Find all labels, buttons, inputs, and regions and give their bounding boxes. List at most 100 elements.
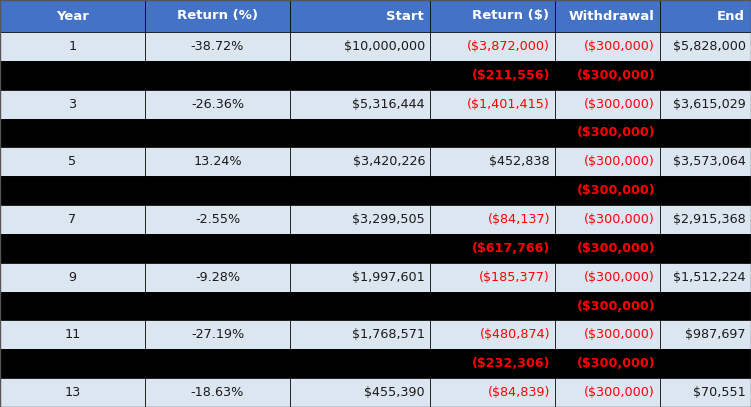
Bar	[430, 349, 555, 378]
Bar	[660, 378, 751, 407]
Text: $1,768,571: $1,768,571	[352, 328, 425, 341]
Bar	[290, 263, 430, 291]
Bar	[0, 118, 145, 147]
Text: $5,828,000: $5,828,000	[673, 40, 746, 53]
Bar	[290, 349, 430, 378]
Bar	[555, 61, 660, 90]
Text: ($300,000): ($300,000)	[576, 69, 655, 82]
Bar	[660, 205, 751, 234]
Text: -38.72%: -38.72%	[191, 40, 244, 53]
Bar	[0, 61, 145, 90]
Bar	[290, 176, 430, 205]
Text: ($300,000): ($300,000)	[584, 213, 655, 226]
Bar	[0, 349, 145, 378]
Bar	[145, 90, 290, 118]
Text: ($300,000): ($300,000)	[584, 155, 655, 168]
Text: Withdrawal: Withdrawal	[568, 9, 654, 22]
Bar	[0, 234, 145, 263]
Bar	[0, 147, 145, 176]
Text: ($300,000): ($300,000)	[584, 328, 655, 341]
Bar	[0, 291, 145, 320]
Text: 11: 11	[65, 328, 80, 341]
Text: ($300,000): ($300,000)	[584, 40, 655, 53]
Bar	[430, 378, 555, 407]
Text: $5,316,444: $5,316,444	[352, 98, 425, 111]
Bar	[290, 205, 430, 234]
Bar	[0, 32, 145, 61]
Bar	[430, 234, 555, 263]
Bar	[290, 0, 430, 32]
Bar	[145, 349, 290, 378]
Bar	[430, 90, 555, 118]
Bar	[555, 176, 660, 205]
Text: ($211,556): ($211,556)	[472, 69, 550, 82]
Bar	[145, 205, 290, 234]
Text: 5: 5	[68, 155, 77, 168]
Text: $3,615,029: $3,615,029	[673, 98, 746, 111]
Bar	[660, 349, 751, 378]
Text: ($300,000): ($300,000)	[576, 300, 655, 313]
Bar	[145, 263, 290, 291]
Text: End: End	[717, 9, 745, 22]
Bar	[145, 234, 290, 263]
Text: ($617,766): ($617,766)	[472, 242, 550, 255]
Text: $455,390: $455,390	[364, 386, 425, 399]
Text: ($300,000): ($300,000)	[576, 127, 655, 140]
Bar	[145, 176, 290, 205]
Text: $3,299,505: $3,299,505	[352, 213, 425, 226]
Bar	[290, 61, 430, 90]
Bar	[555, 234, 660, 263]
Text: 1: 1	[68, 40, 77, 53]
Bar	[430, 263, 555, 291]
Text: Year: Year	[56, 9, 89, 22]
Text: 3: 3	[68, 98, 77, 111]
Text: -2.55%: -2.55%	[195, 213, 240, 226]
Text: 13: 13	[65, 386, 80, 399]
Text: ($232,306): ($232,306)	[472, 357, 550, 370]
Bar	[430, 61, 555, 90]
Text: 9: 9	[68, 271, 77, 284]
Text: 7: 7	[68, 213, 77, 226]
Bar	[555, 0, 660, 32]
Text: Return ($): Return ($)	[472, 9, 549, 22]
Bar	[555, 90, 660, 118]
Text: ($300,000): ($300,000)	[584, 271, 655, 284]
Bar	[145, 378, 290, 407]
Bar	[660, 118, 751, 147]
Bar	[660, 32, 751, 61]
Text: -18.63%: -18.63%	[191, 386, 244, 399]
Bar	[555, 320, 660, 349]
Bar	[290, 320, 430, 349]
Bar	[290, 147, 430, 176]
Bar	[555, 378, 660, 407]
Bar	[0, 205, 145, 234]
Bar	[430, 147, 555, 176]
Bar	[660, 61, 751, 90]
Text: ($300,000): ($300,000)	[576, 357, 655, 370]
Bar	[660, 263, 751, 291]
Text: ($1,401,415): ($1,401,415)	[467, 98, 550, 111]
Text: $987,697: $987,697	[686, 328, 746, 341]
Text: ($185,377): ($185,377)	[479, 271, 550, 284]
Text: 13.24%: 13.24%	[193, 155, 242, 168]
Bar	[430, 32, 555, 61]
Bar	[290, 90, 430, 118]
Text: Return (%): Return (%)	[177, 9, 258, 22]
Text: $1,997,601: $1,997,601	[352, 271, 425, 284]
Bar	[660, 0, 751, 32]
Bar	[0, 90, 145, 118]
Bar	[145, 147, 290, 176]
Text: ($300,000): ($300,000)	[576, 242, 655, 255]
Text: $2,915,368: $2,915,368	[673, 213, 746, 226]
Bar	[290, 32, 430, 61]
Bar	[555, 147, 660, 176]
Bar	[430, 176, 555, 205]
Text: $10,000,000: $10,000,000	[344, 40, 425, 53]
Bar	[0, 320, 145, 349]
Bar	[0, 263, 145, 291]
Bar	[430, 205, 555, 234]
Bar	[145, 320, 290, 349]
Bar	[0, 176, 145, 205]
Text: $1,512,224: $1,512,224	[674, 271, 746, 284]
Bar	[660, 176, 751, 205]
